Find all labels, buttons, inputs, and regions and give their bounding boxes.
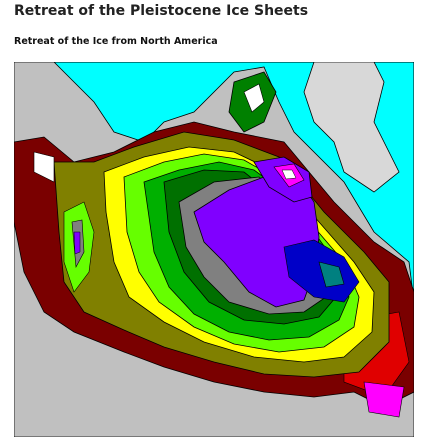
- page-title: Retreat of the Pleistocene Ice Sheets: [14, 3, 309, 19]
- ice-sheet-map: [14, 62, 414, 437]
- map-title: Retreat of the Ice from North America: [14, 36, 218, 47]
